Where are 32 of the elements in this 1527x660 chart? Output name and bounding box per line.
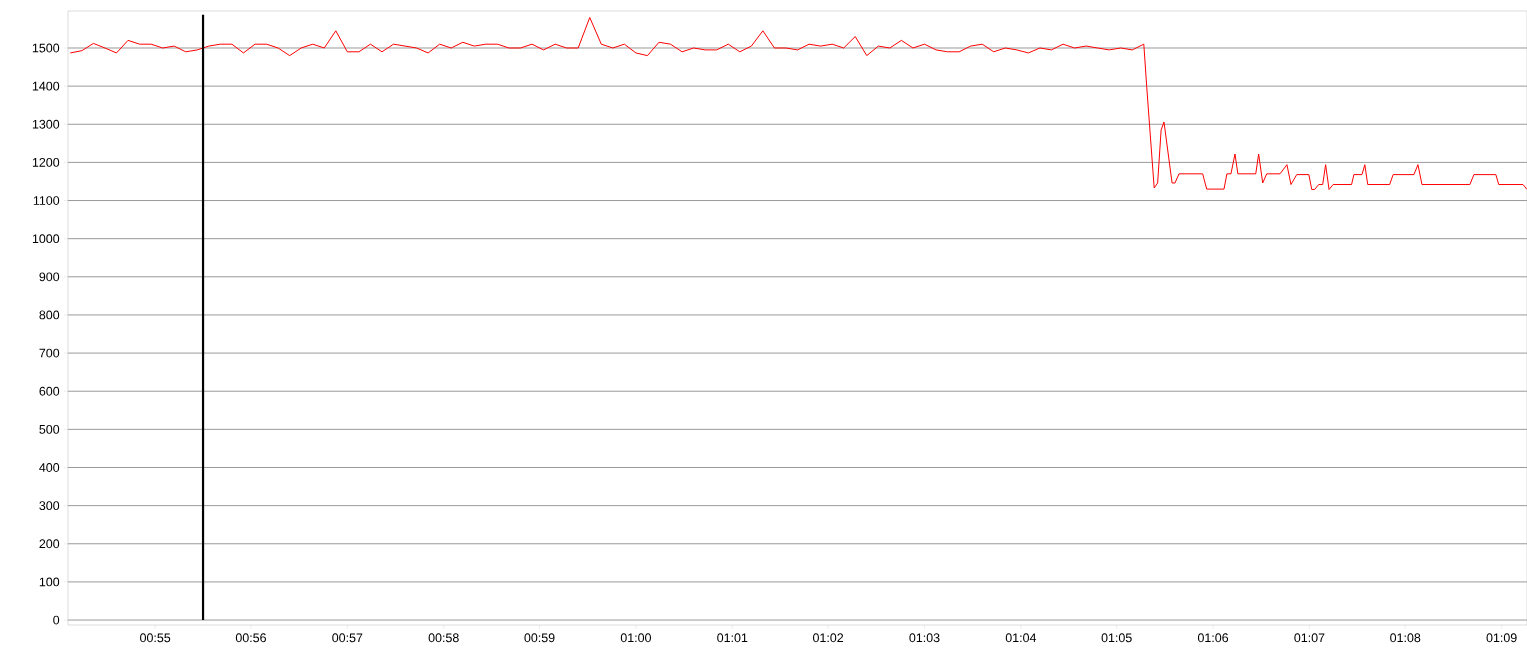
y-tick-label: 1300	[32, 119, 60, 129]
y-tick-label: 1100	[33, 196, 60, 205]
x-tick-label: 01:05	[1101, 633, 1132, 643]
x-tick-label: 01:09	[1486, 633, 1517, 643]
y-tick-label: 200	[39, 539, 60, 549]
y-tick-label: 800	[39, 310, 60, 320]
y-tick-label: 300	[39, 501, 60, 511]
x-tick-label: 01:00	[620, 633, 651, 643]
y-tick-label: 1500	[32, 43, 60, 53]
y-tick-label: 600	[39, 386, 60, 396]
y-tick-label: 500	[39, 424, 60, 434]
x-tick-label: 01:02	[813, 633, 844, 643]
x-tick-label: 00:55	[140, 633, 171, 643]
x-tick-label: 01:01	[717, 633, 748, 643]
y-tick-label: 400	[39, 463, 60, 472]
y-tick-label: 1200	[32, 158, 60, 167]
line-series	[69, 16, 1527, 190]
x-tick-label: 00:56	[235, 633, 266, 643]
y-tick-label: 1400	[32, 81, 60, 91]
x-tick-label: 01:03	[909, 633, 940, 643]
y-tick-label: 700	[39, 348, 60, 358]
x-tick-label: 01:06	[1197, 633, 1229, 643]
x-tick-label: 01:07	[1294, 633, 1325, 643]
y-tick-label: 100	[39, 577, 60, 587]
y-tick-label: 0	[53, 615, 60, 625]
x-tick-label: 00:57	[332, 633, 363, 643]
y-tick-label: 900	[39, 272, 60, 282]
y-tick-label: 1000	[32, 234, 60, 244]
x-tick-label: 01:04	[1005, 633, 1037, 643]
x-tick-label: 01:08	[1390, 633, 1421, 643]
x-tick-label: 00:59	[524, 633, 555, 643]
x-tick-label: 00:58	[428, 633, 459, 643]
